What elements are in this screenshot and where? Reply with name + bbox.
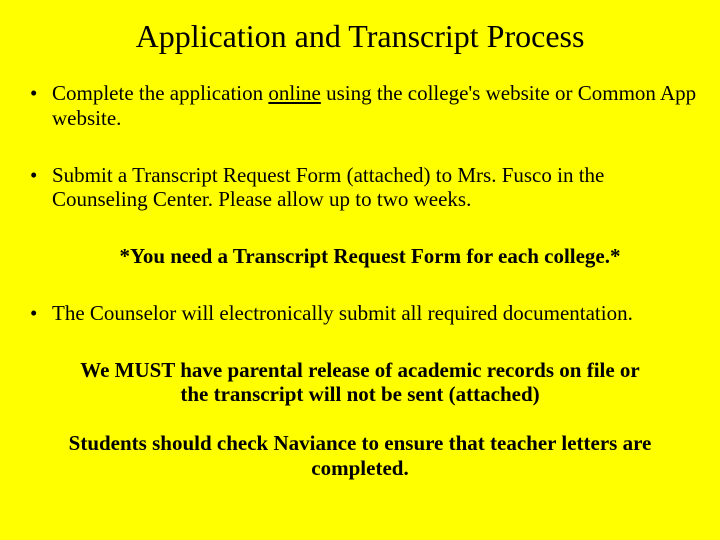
bullet-list: Complete the application online using th… <box>20 81 700 212</box>
bullet-item-2: Submit a Transcript Request Form (attach… <box>20 163 700 213</box>
bullet-text-pre: Complete the application <box>52 81 268 105</box>
note-naviance: Students should check Naviance to ensure… <box>34 431 686 481</box>
slide-title: Application and Transcript Process <box>20 18 700 55</box>
slide-container: Application and Transcript Process Compl… <box>0 0 720 540</box>
bullet-item-1: Complete the application online using th… <box>20 81 700 131</box>
note-parental-release: We MUST have parental release of academi… <box>44 358 676 408</box>
bullet-list-2: The Counselor will electronically submit… <box>20 301 700 326</box>
note-transcript-form: *You need a Transcript Request Form for … <box>60 244 680 269</box>
bullet-underline: online <box>268 81 321 105</box>
bullet-item-3: The Counselor will electronically submit… <box>20 301 700 326</box>
